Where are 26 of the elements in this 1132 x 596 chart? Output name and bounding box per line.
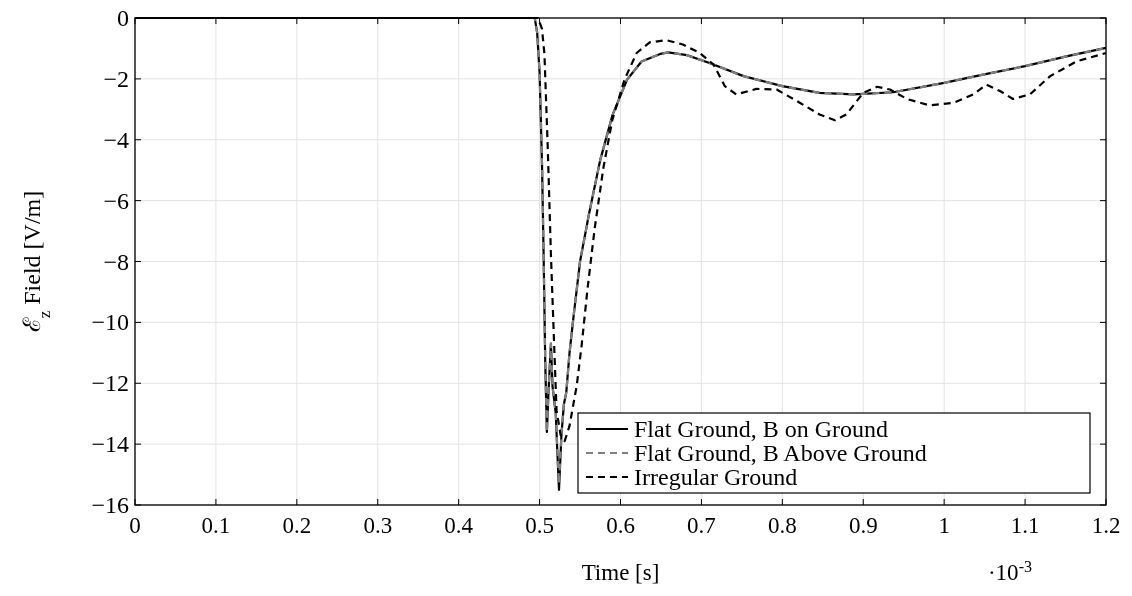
x-tick-label: 0.1 (201, 513, 231, 538)
x-tick-label: 1 (938, 513, 950, 538)
x-axis-title: Time [s] (581, 560, 660, 585)
y-tick-label: −2 (103, 65, 129, 92)
y-tick-label: −12 (91, 370, 129, 397)
legend-label: Irregular Ground (634, 464, 798, 490)
x-tick-label: 0.8 (767, 513, 797, 538)
x-tick-label: 1.2 (1091, 513, 1121, 538)
y-tick-label: −4 (103, 126, 129, 153)
x-tick-label: 0.3 (363, 513, 393, 538)
legend-label: Flat Ground, B on Ground (634, 416, 888, 442)
x-tick-label: 0.9 (848, 513, 878, 538)
x-tick-label: 0.6 (606, 513, 635, 538)
x-tick-label: 0.5 (525, 513, 554, 538)
y-tick-label: −6 (103, 187, 129, 214)
y-tick-label: −10 (91, 309, 129, 336)
x-tick-label: 0.4 (444, 513, 474, 538)
y-tick-label: −8 (103, 248, 129, 275)
x-tick-label: 0.7 (687, 513, 716, 538)
text: ·10$^{-3}$ (987, 557, 1033, 585)
legend-label: Flat Ground, B Above Ground (634, 440, 927, 466)
y-tick-label: −14 (91, 431, 129, 458)
y-tick-label: −16 (91, 492, 129, 518)
x-tick-label: 0.2 (282, 513, 312, 538)
x-tick-label: 1.1 (1010, 513, 1040, 538)
y-tick-label: 0 (117, 5, 129, 31)
